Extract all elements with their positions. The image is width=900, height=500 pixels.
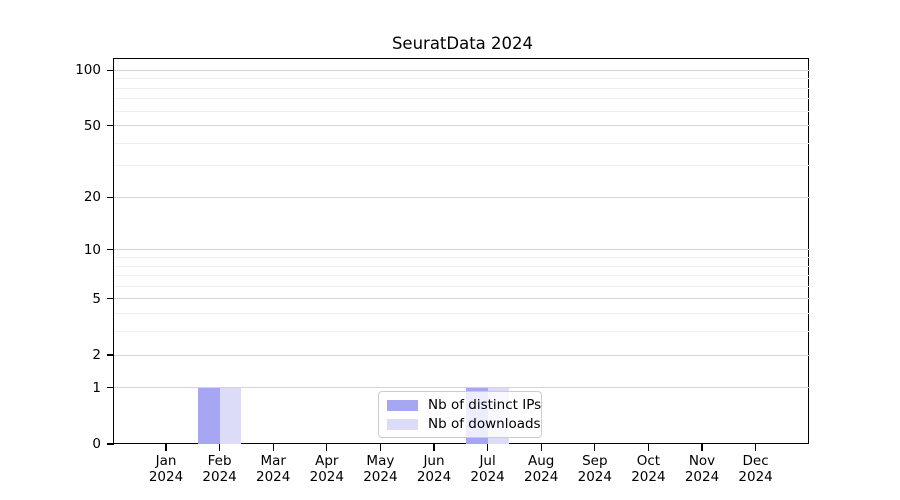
y-tick-label: 20: [83, 189, 101, 206]
x-tick-mark: [219, 444, 221, 451]
x-tick-mark: [647, 444, 649, 451]
gridline-minor: [114, 87, 810, 89]
y-tick-label: 50: [83, 117, 101, 134]
gridline-minor: [114, 98, 810, 100]
gridline-major: [114, 387, 810, 389]
plot-area: [113, 58, 809, 444]
legend-item: Nb of downloads: [387, 415, 541, 434]
gridline-minor: [114, 257, 810, 258]
x-tick-mark: [272, 444, 274, 451]
gridline-minor: [114, 165, 810, 167]
y-tick-mark: [107, 298, 114, 300]
gridline-major: [114, 69, 810, 71]
legend-swatch: [387, 400, 418, 411]
y-tick-mark: [107, 69, 114, 71]
y-tick-mark: [107, 354, 114, 356]
y-tick-mark: [107, 387, 114, 389]
x-tick-mark: [433, 444, 435, 451]
gridline-minor: [114, 265, 810, 267]
x-tick-label: Mar 2024: [256, 453, 291, 485]
y-tick-mark: [107, 443, 114, 445]
bar-distinct-ips: [198, 387, 220, 444]
gridline-minor: [114, 275, 810, 277]
x-tick-label: May 2024: [363, 453, 398, 485]
y-tick-mark: [107, 124, 114, 127]
x-tick-mark: [487, 444, 489, 451]
x-tick-mark: [755, 444, 757, 451]
legend-label: Nb of downloads: [428, 416, 541, 432]
x-tick-mark: [326, 444, 328, 451]
x-tick-label: Aug 2024: [524, 453, 559, 485]
x-tick-mark: [540, 444, 542, 451]
chart-title: SeuratData 2024: [391, 34, 534, 53]
legend-swatch: [387, 419, 418, 430]
gridline-minor: [114, 142, 810, 144]
x-tick-mark: [594, 444, 596, 451]
x-tick-label: Apr 2024: [309, 453, 344, 485]
y-tick-mark: [107, 249, 114, 251]
x-tick-label: Dec 2024: [738, 453, 773, 485]
x-tick-label: Feb 2024: [202, 453, 237, 485]
gridline-minor: [114, 285, 810, 287]
gridline-major: [114, 249, 810, 251]
legend-label: Nb of distinct IPs: [428, 397, 542, 413]
y-tick-label: 1: [92, 379, 101, 396]
y-tick-label: 2: [92, 347, 101, 364]
gridline-major: [114, 298, 810, 300]
legend: Nb of distinct IPs Nb of downloads: [378, 390, 542, 438]
gridline-minor: [114, 78, 810, 80]
x-tick-label: Jan 2024: [148, 453, 184, 485]
gridline-major: [114, 196, 810, 198]
x-tick-label: Oct 2024: [631, 453, 666, 485]
x-tick-label: Sep 2024: [577, 453, 612, 485]
x-tick-label: Nov 2024: [684, 453, 720, 485]
y-tick-label: 5: [92, 290, 101, 307]
gridline-minor: [114, 331, 810, 333]
y-tick-label: 0: [92, 436, 101, 452]
gridline-major: [114, 125, 810, 127]
x-tick-label: Jul 2024: [470, 453, 505, 485]
x-tick-label: Jun 2024: [416, 453, 452, 485]
x-tick-mark: [701, 444, 703, 451]
x-tick-mark: [165, 444, 167, 451]
y-tick-label: 10: [83, 241, 101, 258]
legend-item: Nb of distinct IPs: [387, 396, 541, 415]
gridline-minor: [114, 110, 810, 112]
gridline-major: [114, 354, 810, 356]
y-tick-label: 100: [75, 62, 101, 79]
bar-downloads: [219, 387, 241, 444]
x-tick-mark: [379, 444, 381, 451]
y-tick-mark: [107, 196, 114, 198]
gridline-minor: [114, 313, 810, 315]
